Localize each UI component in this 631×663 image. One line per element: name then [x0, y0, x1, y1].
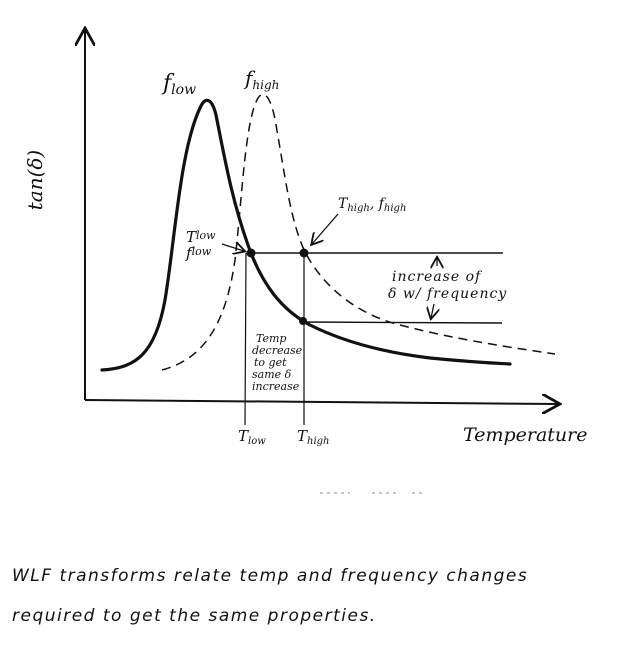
point-low-arrow [221, 244, 244, 251]
point-high-arrow [312, 213, 339, 244]
caption-line-2: required to get the same properties. [12, 606, 377, 626]
point-low-label-f: flow [185, 244, 212, 262]
tick-t-low: Tlow [238, 427, 266, 447]
curve-f-high [161, 93, 556, 371]
point-high-lower [299, 317, 307, 325]
point-high-label: Thigh, fhigh [338, 196, 406, 214]
point-high [299, 248, 309, 258]
svg-text:same δ: same δ [252, 368, 292, 381]
svg-text:increase: increase [252, 380, 300, 393]
svg-text:to get: to get [254, 356, 287, 369]
temp-decrease-note: Temp decrease to get same δ increase [252, 332, 303, 393]
x-axis-label: Temperature [463, 424, 587, 446]
point-low [246, 248, 256, 258]
point-low-label-t: Tlow [186, 228, 216, 246]
increase-note-line1: increase of [392, 269, 483, 285]
curve-high-label: fhigh [243, 66, 279, 92]
tick-t-high: Thigh [297, 427, 330, 447]
y-axis-label: tan(δ) [23, 150, 47, 211]
svg-text:Temp: Temp [256, 332, 286, 345]
svg-text:decrease: decrease [252, 344, 303, 357]
increase-arrow-down [431, 303, 434, 318]
increase-note-line2: δ w/ frequency [388, 286, 507, 302]
x-axis [84, 400, 558, 404]
caption-line-1: WLF transforms relate temp and frequency… [12, 566, 529, 586]
curve-low-label: flow [161, 71, 196, 98]
lower-horizontal-line [302, 321, 503, 324]
curve-f-low [100, 98, 512, 372]
t-low-drop-line [244, 252, 247, 426]
